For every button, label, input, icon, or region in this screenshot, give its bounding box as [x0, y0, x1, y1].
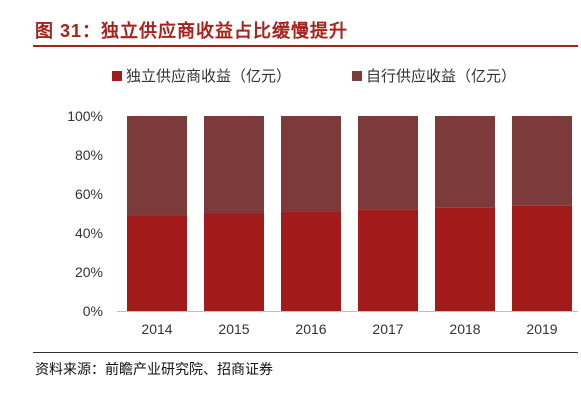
legend-item-independent: 独立供应商收益（亿元） — [112, 65, 291, 86]
legend-swatch-independent — [112, 70, 122, 81]
y-tick-label: 60% — [75, 186, 103, 202]
bar-independent-2015 — [204, 213, 264, 311]
bar-self-2016 — [281, 116, 341, 212]
bar-independent-2016 — [281, 211, 341, 311]
y-tick-label: 100% — [67, 108, 103, 124]
x-tick-label: 2014 — [141, 321, 172, 337]
x-tick-label: 2018 — [449, 321, 480, 337]
bar-self-2017 — [358, 116, 418, 210]
y-tick-label: 80% — [75, 147, 103, 163]
bar-self-2015 — [204, 116, 264, 214]
bar-self-2019 — [512, 116, 572, 206]
y-tick-label: 0% — [83, 303, 103, 319]
y-tick-label: 20% — [75, 264, 103, 280]
title-divider — [33, 45, 578, 47]
bar-self-2018 — [435, 116, 495, 208]
bar-self-2014 — [127, 116, 187, 216]
x-tick-label: 2019 — [526, 321, 557, 337]
bar-independent-2014 — [127, 215, 187, 311]
bar-independent-2017 — [358, 209, 418, 311]
legend-swatch-self — [352, 70, 362, 81]
legend-label-self: 自行供应收益（亿元） — [366, 68, 517, 85]
legend-item-self: 自行供应收益（亿元） — [352, 65, 516, 86]
x-tick-label: 2015 — [218, 321, 249, 337]
bar-independent-2019 — [512, 205, 572, 311]
source-divider — [33, 352, 578, 353]
y-tick-label: 40% — [75, 225, 103, 241]
x-tick-label: 2016 — [295, 321, 326, 337]
x-tick-label: 2017 — [372, 321, 403, 337]
source-note: 资料来源：前瞻产业研究院、招商证券 — [35, 361, 273, 377]
chart-legend: 独立供应商收益（亿元） 自行供应收益（亿元） — [0, 65, 581, 87]
legend-label-independent: 独立供应商收益（亿元） — [126, 68, 292, 85]
figure-title: 图 31：独立供应商收益占比缓慢提升 — [35, 21, 349, 41]
bar-independent-2018 — [435, 207, 495, 311]
